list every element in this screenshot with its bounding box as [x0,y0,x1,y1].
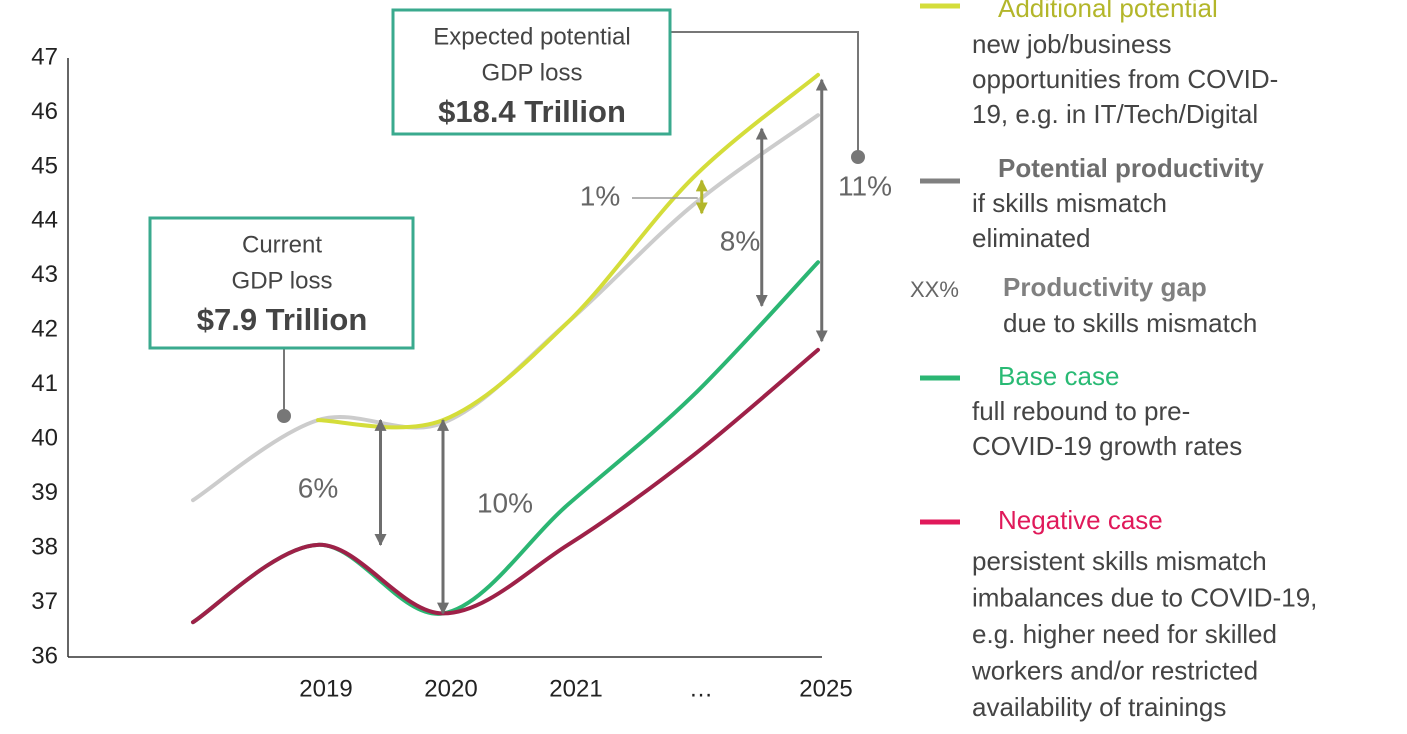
legend-name: Negative case [998,505,1163,535]
series-line [316,72,820,430]
legend-description: if skills mismatch [972,188,1167,218]
callout-dot [851,150,865,164]
legend-description: due to skills mismatch [1003,308,1257,338]
y-tick-label: 46 [31,98,58,125]
x-tick-label: 2021 [549,675,602,702]
y-tick-label: 36 [31,642,58,669]
callout-box [391,8,672,136]
callout-text: Current [242,231,322,258]
y-tick-label: 45 [31,152,58,179]
y-tick-label: 43 [31,261,58,288]
legend-description: e.g. higher need for skilled [972,619,1277,649]
series-line [191,347,820,625]
gap-label: 1% [580,180,620,211]
legend-description: opportunities from COVID- [972,64,1278,94]
y-tick-label: 41 [31,370,58,397]
x-tick-label: 2025 [799,675,852,702]
legend-name: Potential productivity [998,153,1264,183]
legend-name: Additional potential [998,0,1218,23]
callout-dot [277,409,291,423]
legend-name: Base case [998,361,1119,391]
legend-description: new job/business [972,29,1171,59]
y-tick-label: 47 [31,43,58,70]
y-tick-label: 39 [31,479,58,506]
gap-label: 8% [720,225,760,256]
legend-description: COVID-19 growth rates [972,431,1242,461]
y-tick-label: 37 [31,588,58,615]
legend-description: persistent skills mismatch [972,546,1267,576]
gap-label: 6% [298,472,338,503]
y-tick-label: 44 [31,207,58,234]
gap-label: 11% [838,170,892,201]
y-tick-label: 42 [31,316,58,343]
callout-box [148,216,415,350]
y-tick-label: 38 [31,533,58,560]
legend-symbol: XX% [910,277,959,302]
x-tick-label: 2019 [299,675,352,702]
gap-label: 10% [477,487,533,518]
x-tick-label: 2020 [424,675,477,702]
callout-text: GDP loss [482,59,583,86]
callout-text: Expected potential [433,23,630,50]
legend-description: eliminated [972,223,1091,253]
legend-description: full rebound to pre- [972,396,1190,426]
x-tick-label: … [689,675,713,702]
callout-value: $18.4 Trillion [438,94,626,129]
callout-value: $7.9 Trillion [197,302,368,337]
legend-name: Productivity gap [1003,272,1207,302]
callout-connector [670,31,859,157]
legend-description: imbalances due to COVID-19, [972,582,1317,612]
y-tick-label: 40 [31,425,58,452]
legend-description: workers and/or restricted [971,655,1258,685]
legend-description: 19, e.g. in IT/Tech/Digital [972,99,1258,129]
callout-text: GDP loss [232,267,333,294]
legend-description: availability of trainings [972,692,1226,722]
